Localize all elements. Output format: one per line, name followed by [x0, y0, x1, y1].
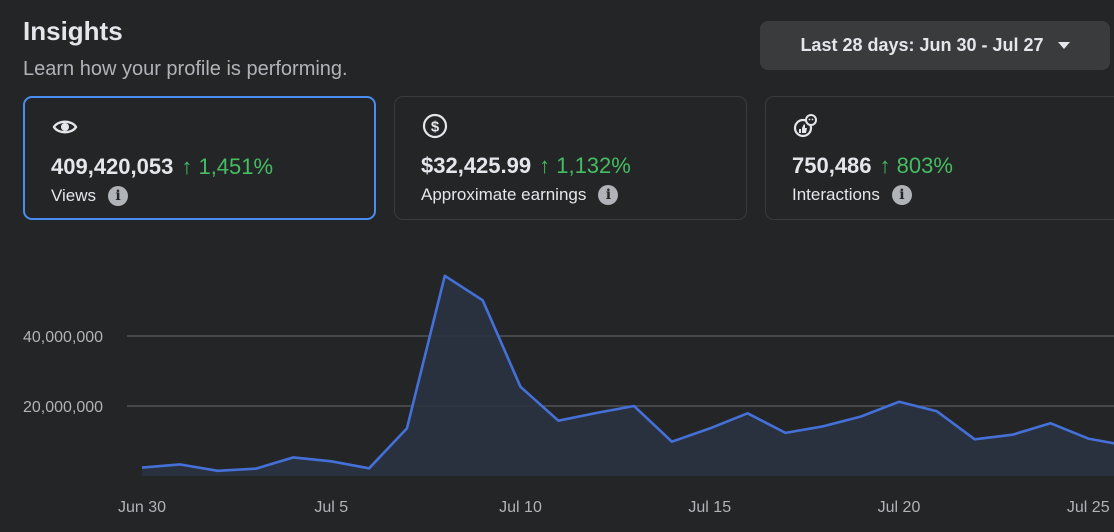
date-range-dropdown[interactable]: Last 28 days: Jun 30 - Jul 27	[760, 21, 1110, 70]
earnings-label: Approximate earnings	[421, 185, 587, 204]
info-icon[interactable]: i	[108, 186, 129, 206]
views-line	[141, 274, 1114, 473]
views-change: ↑ 1,451%	[181, 154, 274, 179]
earnings-card[interactable]: $ $32,425.99 ↑ 1,132% Approximate earnin…	[394, 96, 747, 220]
x-tick-label: Jul 20	[878, 499, 921, 516]
page-title: Insights	[23, 16, 123, 46]
date-range-label: Last 28 days: Jun 30 - Jul 27	[800, 35, 1044, 55]
svg-text:$: $	[431, 119, 440, 136]
earnings-change: ↑ 1,132%	[539, 153, 631, 178]
earnings-value: $32,425.99	[421, 153, 532, 178]
x-tick-label: Jul 5	[314, 499, 348, 516]
y-tick-label: 20,000,000	[23, 399, 103, 416]
x-tick-label: Jul 15	[688, 499, 731, 516]
dollar-icon: $	[422, 113, 448, 139]
eye-icon	[52, 120, 78, 134]
views-chart: 20,000,000 40,000,000 Jun 30 Jul 5 Jul 10 Jul…	[23, 274, 1114, 516]
interactions-card[interactable]: 750,486 ↑ 803% Interactions i	[765, 96, 1114, 220]
interactions-value: 750,486	[792, 153, 872, 178]
info-icon[interactable]: i	[891, 185, 912, 205]
caret-down-icon	[1057, 42, 1070, 49]
views-card[interactable]: 409,420,053 ↑ 1,451% Views i	[23, 96, 376, 220]
interactions-icon	[793, 114, 817, 138]
y-tick-label: 40,000,000	[23, 329, 103, 346]
page-subtitle: Learn how your profile is performing.	[23, 58, 348, 80]
x-tick-label: Jul 25	[1067, 499, 1110, 516]
interactions-label: Interactions	[792, 185, 880, 204]
views-area	[142, 275, 1114, 476]
x-tick-label: Jul 10	[499, 499, 542, 516]
views-label: Views	[51, 186, 97, 205]
views-value: 409,420,053	[51, 154, 174, 179]
x-tick-label: Jun 30	[118, 499, 166, 516]
interactions-change: ↑ 803%	[879, 153, 953, 178]
info-icon[interactable]: i	[598, 185, 619, 205]
